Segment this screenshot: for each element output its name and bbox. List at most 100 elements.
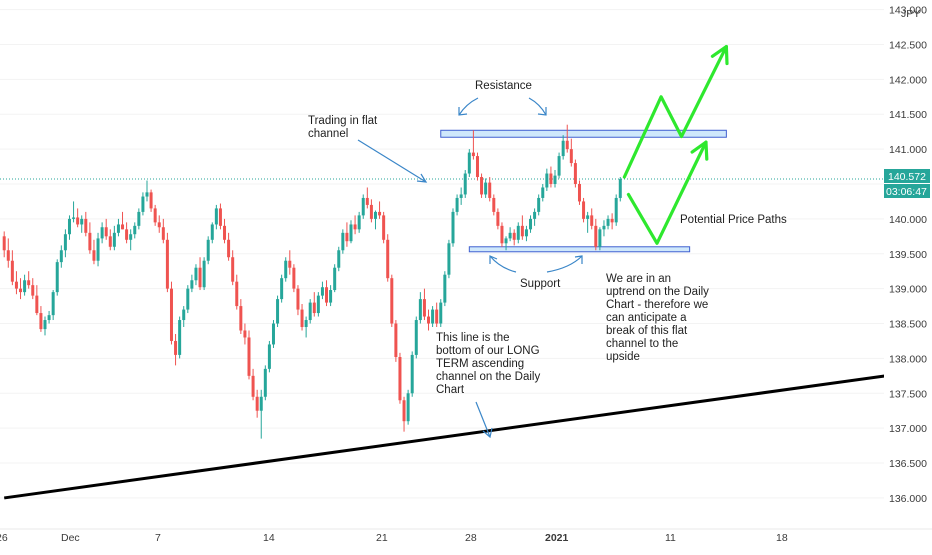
candle-122 <box>500 222 504 247</box>
candle-52 <box>214 204 218 230</box>
flat-channel-label-line2: channel <box>308 128 348 140</box>
candle-body-100 <box>410 354 414 394</box>
candle-123 <box>504 236 508 251</box>
projection-arrowhead-1 <box>690 140 709 161</box>
candle-67 <box>276 295 280 328</box>
candle-body-5 <box>23 280 27 293</box>
candle-64 <box>263 365 267 401</box>
candle-body-93 <box>382 215 386 240</box>
candle-84 <box>345 222 349 247</box>
candle-body-33 <box>137 211 141 226</box>
candle-43 <box>178 316 182 359</box>
candle-body-78 <box>320 287 324 296</box>
candle-86 <box>353 215 357 235</box>
candle-body-26 <box>108 236 112 247</box>
flat-channel-arrow <box>357 139 427 183</box>
support-arrow-right <box>546 255 583 273</box>
candle-body-52 <box>214 208 218 225</box>
candle-body-104 <box>427 316 431 324</box>
y-tick-label-13: 136.500 <box>889 458 927 470</box>
candle-body-38 <box>157 222 161 228</box>
candle-body-1 <box>6 250 10 261</box>
candle-49 <box>202 257 206 291</box>
time-axis[interactable]: 26 Dec 7 14 21 28 2021 11 18 <box>0 528 932 550</box>
y-tick-label-2: 142.000 <box>889 74 927 86</box>
uptrend-note-line7: upside <box>606 351 640 363</box>
candle-body-10 <box>43 320 47 330</box>
candle-50 <box>206 236 210 265</box>
time-axis-background <box>0 529 932 550</box>
candle-53 <box>218 203 222 230</box>
candle-body-139 <box>569 149 573 164</box>
candle-body-29 <box>121 224 125 230</box>
y-tick-label-10: 138.000 <box>889 353 927 365</box>
candle-body-4 <box>19 288 23 293</box>
candle-body-131 <box>537 197 541 212</box>
candle-body-28 <box>116 224 120 233</box>
candle-147 <box>602 220 606 237</box>
candle-70 <box>288 250 292 275</box>
candle-90 <box>369 199 373 223</box>
candle-58 <box>239 299 243 334</box>
candle-body-89 <box>365 197 369 205</box>
uptrend-note-line2: uptrend on the Daily <box>606 286 709 298</box>
candle-body-140 <box>573 163 577 184</box>
candle-body-107 <box>439 302 443 324</box>
candle-body-125 <box>512 232 516 240</box>
candle-57 <box>235 274 239 310</box>
candle-body-94 <box>386 239 390 279</box>
candle-body-30 <box>125 229 129 240</box>
candle-body-126 <box>516 225 520 240</box>
price-axis-background <box>884 0 932 550</box>
candle-72 <box>296 285 300 316</box>
candle-body-11 <box>47 315 51 321</box>
candle-114 <box>467 149 471 178</box>
candle-body-144 <box>590 215 594 226</box>
x-tick-26: 26 <box>0 532 8 544</box>
candle-body-44 <box>182 309 186 321</box>
candle-body-98 <box>402 400 406 422</box>
candle-body-91 <box>373 211 377 219</box>
candle-65 <box>267 340 271 373</box>
candle-27 <box>112 225 116 251</box>
candle-30 <box>125 222 129 244</box>
candle-body-90 <box>369 204 373 219</box>
candle-body-117 <box>480 177 484 195</box>
candle-99 <box>406 389 410 425</box>
candle-body-114 <box>467 152 471 174</box>
currency-label: JPY <box>901 8 920 20</box>
candle-body-51 <box>210 224 214 240</box>
candle-body-24 <box>100 227 104 239</box>
candle-38 <box>157 215 161 233</box>
candle-11 <box>47 310 51 324</box>
candle-17 <box>72 201 76 223</box>
candle-body-77 <box>316 295 320 314</box>
candle-body-57 <box>235 281 239 307</box>
candle-body-95 <box>390 278 394 324</box>
candle-98 <box>402 396 406 432</box>
candle-82 <box>337 246 341 272</box>
candle-18 <box>76 208 80 228</box>
x-tick-7: 7 <box>155 532 161 544</box>
candle-120 <box>492 194 496 216</box>
candle-77 <box>316 292 320 317</box>
candle-body-72 <box>296 288 300 310</box>
candle-127 <box>520 215 524 240</box>
candle-111 <box>455 194 459 216</box>
candle-34 <box>141 192 145 216</box>
candle-104 <box>427 309 431 331</box>
candle-body-137 <box>561 140 565 157</box>
resistance-label: Resistance <box>475 80 532 92</box>
candle-body-47 <box>194 267 198 281</box>
price-axis[interactable]: JPY 143.000142.500142.000141.500141.0001… <box>884 0 932 550</box>
candle-1 <box>6 238 10 268</box>
candle-37 <box>153 204 157 226</box>
candle-body-67 <box>276 299 280 324</box>
candle-54 <box>223 218 227 244</box>
candle-body-55 <box>227 239 231 258</box>
candle-73 <box>300 303 304 331</box>
candle-141 <box>577 180 581 205</box>
bottom-note-line4: channel on the Daily <box>436 371 540 383</box>
